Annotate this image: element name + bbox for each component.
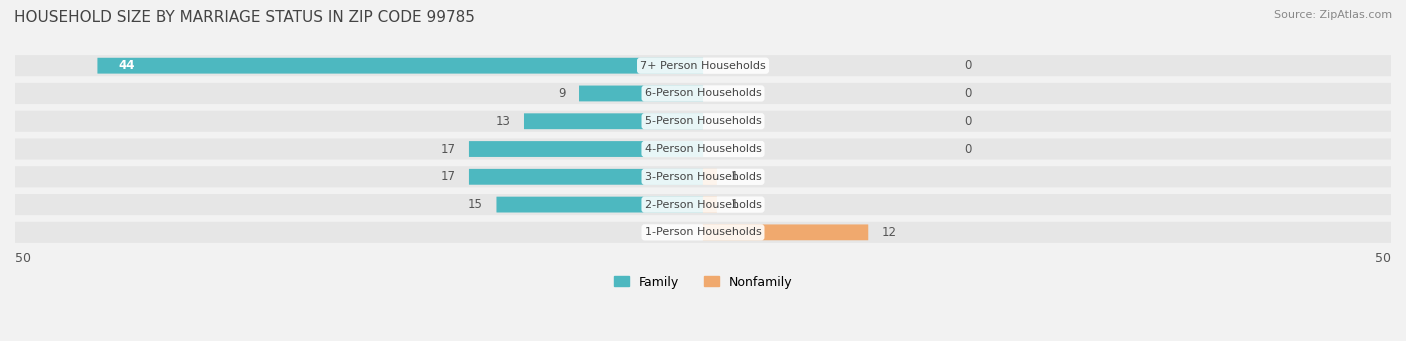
Text: 4-Person Households: 4-Person Households <box>644 144 762 154</box>
FancyBboxPatch shape <box>703 169 717 185</box>
FancyBboxPatch shape <box>524 113 703 129</box>
Text: 0: 0 <box>965 115 972 128</box>
Text: 50: 50 <box>1375 252 1391 265</box>
Text: 13: 13 <box>495 115 510 128</box>
Text: 7+ Person Households: 7+ Person Households <box>640 61 766 71</box>
FancyBboxPatch shape <box>14 194 1392 215</box>
Text: 9: 9 <box>558 87 565 100</box>
FancyBboxPatch shape <box>14 111 1392 132</box>
Text: 2-Person Households: 2-Person Households <box>644 199 762 210</box>
Text: 12: 12 <box>882 226 897 239</box>
FancyBboxPatch shape <box>470 169 703 185</box>
FancyBboxPatch shape <box>703 224 869 240</box>
FancyBboxPatch shape <box>14 83 1392 104</box>
FancyBboxPatch shape <box>14 222 1392 243</box>
Text: 17: 17 <box>440 143 456 155</box>
Text: Source: ZipAtlas.com: Source: ZipAtlas.com <box>1274 10 1392 20</box>
Text: 6-Person Households: 6-Person Households <box>644 88 762 99</box>
FancyBboxPatch shape <box>496 197 703 212</box>
Legend: Family, Nonfamily: Family, Nonfamily <box>609 271 797 294</box>
FancyBboxPatch shape <box>97 58 703 74</box>
Text: 5-Person Households: 5-Person Households <box>644 116 762 126</box>
Text: 44: 44 <box>118 59 135 72</box>
Text: 15: 15 <box>468 198 482 211</box>
Text: 50: 50 <box>15 252 31 265</box>
FancyBboxPatch shape <box>470 141 703 157</box>
Text: 1: 1 <box>731 170 738 183</box>
FancyBboxPatch shape <box>14 138 1392 160</box>
Text: 1-Person Households: 1-Person Households <box>644 227 762 237</box>
Text: HOUSEHOLD SIZE BY MARRIAGE STATUS IN ZIP CODE 99785: HOUSEHOLD SIZE BY MARRIAGE STATUS IN ZIP… <box>14 10 475 25</box>
Text: 1: 1 <box>731 198 738 211</box>
Text: 3-Person Households: 3-Person Households <box>644 172 762 182</box>
Text: 17: 17 <box>440 170 456 183</box>
FancyBboxPatch shape <box>14 55 1392 76</box>
Text: 0: 0 <box>965 59 972 72</box>
Text: 0: 0 <box>965 87 972 100</box>
FancyBboxPatch shape <box>14 166 1392 187</box>
Text: 0: 0 <box>965 143 972 155</box>
FancyBboxPatch shape <box>703 197 717 212</box>
FancyBboxPatch shape <box>579 86 703 101</box>
